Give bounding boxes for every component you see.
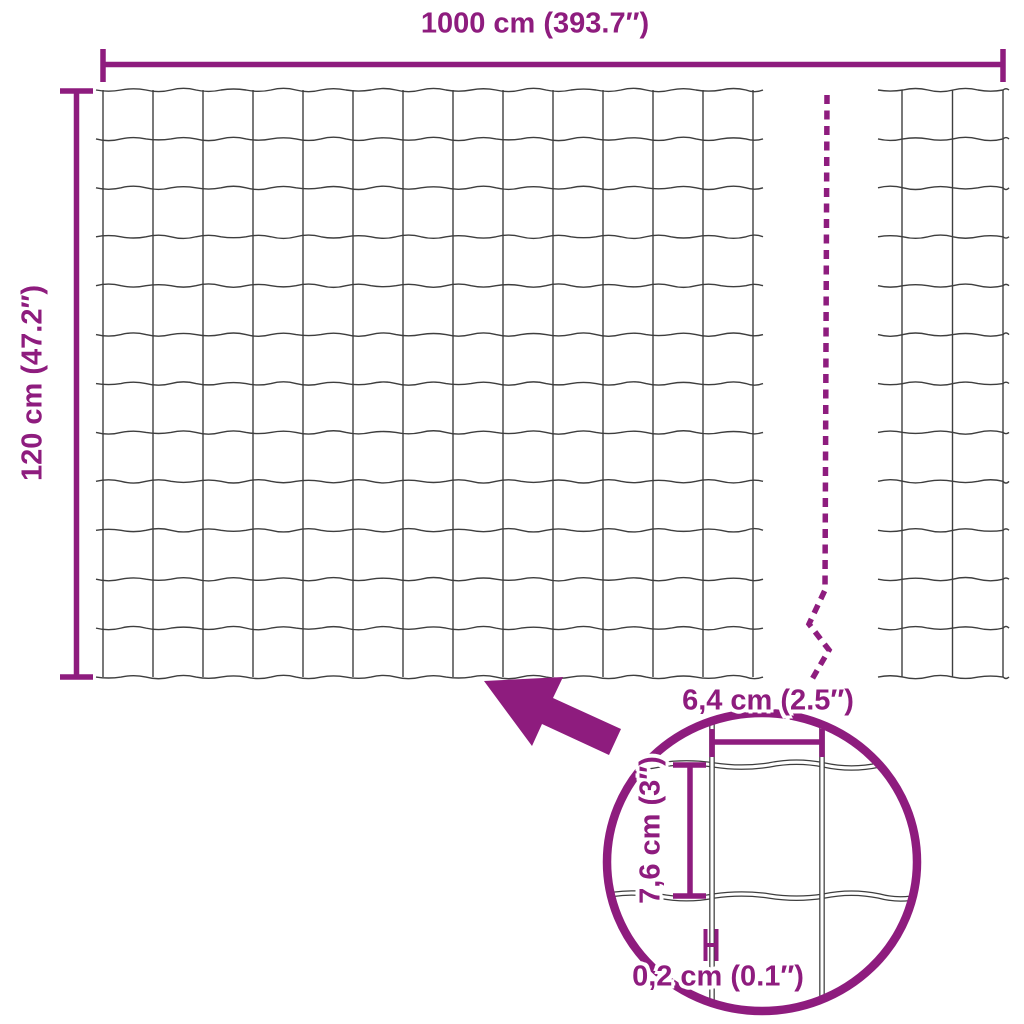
fence-mesh-right-piece [877,87,1010,680]
wire-thickness-marker [703,929,719,961]
width-dimension-line [100,49,1006,82]
total-width-label: 1000 cm (393.7″) [420,7,650,40]
zoom-arrow-icon [484,677,621,755]
break-line [805,94,833,683]
fence-mesh-main [95,87,764,680]
lens-width-dimension-line [709,729,825,757]
magnifier-circle-icon [602,708,922,1016]
height-dimension-line [60,88,93,680]
lens-height-dimension-line [673,762,706,899]
lens-cell-height-label: 7,6 cm (3″) [634,756,667,904]
wire-thickness-label: 0,2 cm (0.1″) [632,960,804,993]
lens-cell-width-label: 6,4 cm (2.5″) [682,684,854,717]
total-height-label: 120 cm (47.2″) [16,284,49,482]
